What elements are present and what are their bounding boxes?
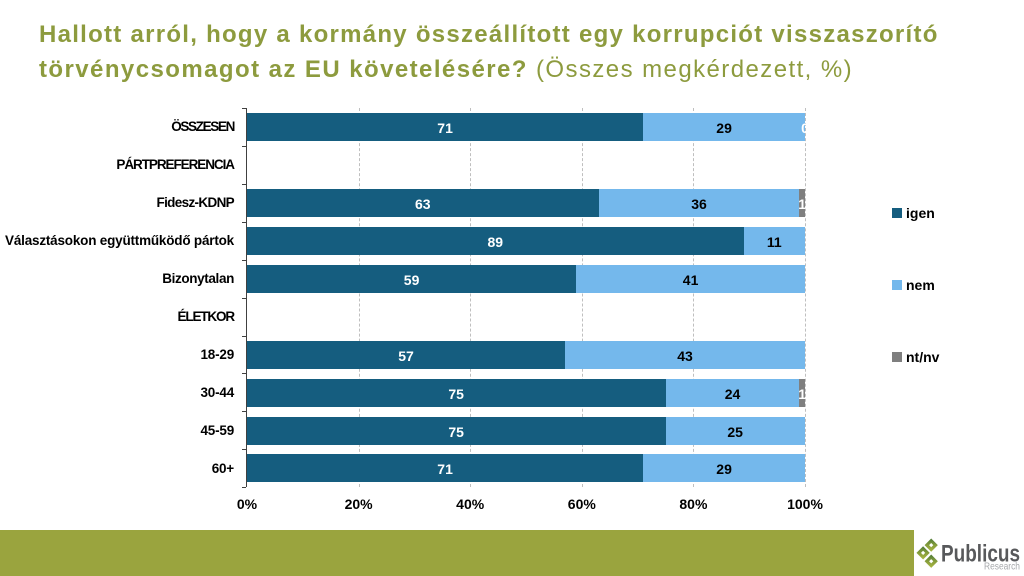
svg-text:Publicus: Publicus [941, 541, 1020, 568]
svg-text:Research: Research [984, 561, 1020, 573]
